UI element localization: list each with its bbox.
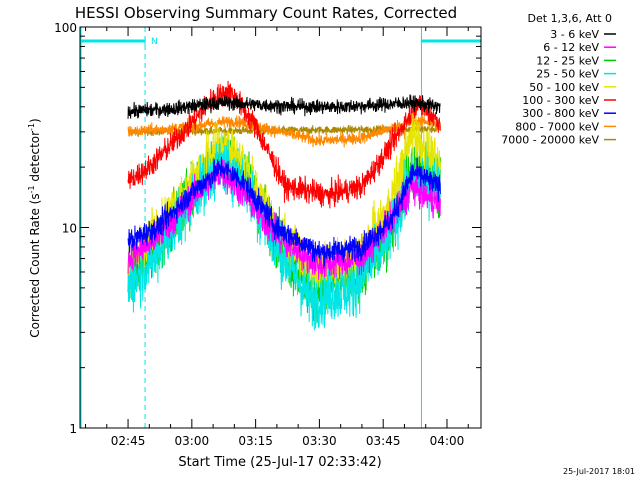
night-label: N bbox=[151, 37, 158, 47]
x-tick-label: 03:15 bbox=[238, 434, 273, 448]
legend-label: 7000 - 20000 keV bbox=[501, 134, 599, 147]
series-300-800-kev-line bbox=[127, 156, 441, 269]
x-tick-label: 03:00 bbox=[175, 434, 210, 448]
legend-label: 50 - 100 keV bbox=[529, 81, 599, 94]
chart-title: HESSI Observing Summary Count Rates, Cor… bbox=[75, 4, 457, 22]
x-tick-label: 02:45 bbox=[111, 434, 146, 448]
legend-label: 12 - 25 keV bbox=[536, 54, 599, 67]
x-axis-label: Start Time (25-Jul-17 02:33:42) bbox=[178, 455, 381, 470]
series-50-100-kev-line bbox=[127, 112, 441, 301]
legend-header: Det 1,3,6, Att 0 bbox=[528, 12, 612, 25]
x-tick-label: 04:00 bbox=[430, 434, 465, 448]
legend-label: 800 - 7000 keV bbox=[515, 120, 599, 133]
legend-label: 100 - 300 keV bbox=[522, 94, 599, 107]
series-100-300-kev-line bbox=[127, 80, 441, 209]
x-tick-label: 03:30 bbox=[302, 434, 337, 448]
axes: 02:45 03:00 03:15 03:30 03:45 04:00 1 10 100 bbox=[54, 21, 481, 448]
legend-label: 300 - 800 keV bbox=[522, 107, 599, 120]
series-3-6-kev-line bbox=[127, 94, 441, 119]
y-tick-label: 10 bbox=[62, 222, 77, 236]
legend-label: 3 - 6 keV bbox=[550, 28, 599, 41]
series-800-7000-kev-line bbox=[127, 113, 441, 148]
x-tick-label: 03:45 bbox=[366, 434, 401, 448]
y-tick-label: 100 bbox=[54, 21, 77, 35]
legend-label: 25 - 50 keV bbox=[536, 68, 599, 81]
y-tick-label: 1 bbox=[69, 422, 77, 436]
generation-timestamp: 25-Jul-2017 18:01 bbox=[563, 467, 635, 476]
series-traces bbox=[127, 80, 441, 331]
legend-label: 6 - 12 keV bbox=[543, 41, 599, 54]
y-axis-label: Corrected Count Rate (s-1 detector-1) bbox=[27, 118, 42, 337]
